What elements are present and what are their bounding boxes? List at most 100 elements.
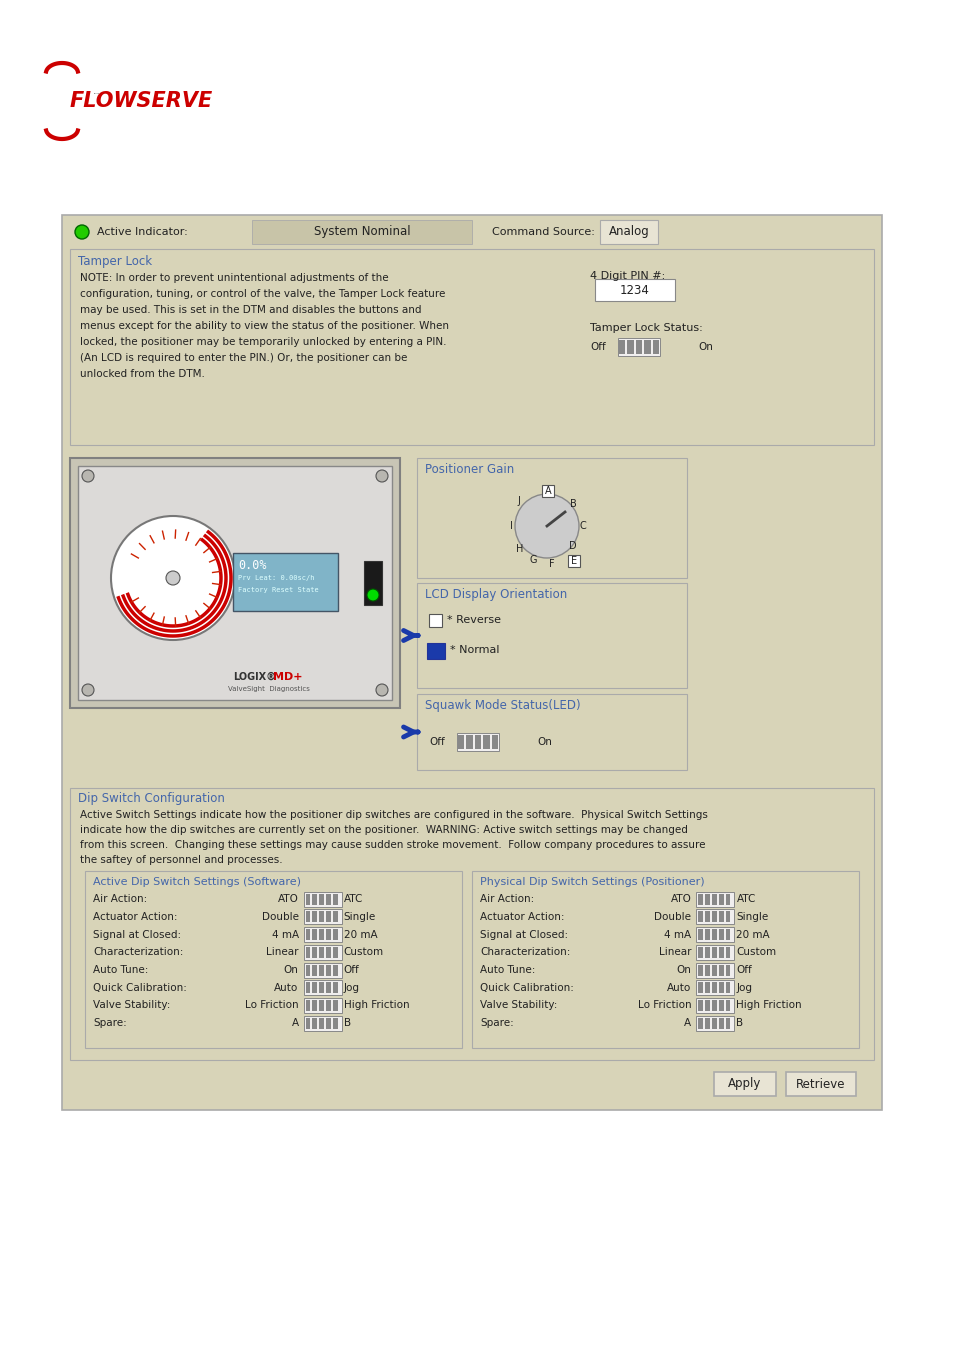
Text: Command Source:: Command Source: xyxy=(492,227,595,236)
Bar xyxy=(698,1000,702,1011)
Text: Signal at Closed:: Signal at Closed: xyxy=(92,929,181,939)
Text: High Friction: High Friction xyxy=(736,1001,801,1011)
Bar xyxy=(70,249,873,444)
Bar xyxy=(725,982,730,993)
Text: Tamper Lock Status:: Tamper Lock Status: xyxy=(589,323,702,332)
Text: Apply: Apply xyxy=(727,1078,760,1090)
Bar xyxy=(252,220,472,245)
Text: C: C xyxy=(579,521,586,531)
Text: 1234: 1234 xyxy=(619,284,649,296)
Bar xyxy=(303,909,341,924)
Text: Double: Double xyxy=(654,912,691,921)
Text: menus except for the ability to view the status of the positioner. When: menus except for the ability to view the… xyxy=(80,322,449,331)
Text: Off: Off xyxy=(343,965,359,975)
Bar xyxy=(696,962,734,978)
Bar xyxy=(725,1017,730,1028)
Bar xyxy=(70,788,873,1061)
Bar xyxy=(704,893,709,905)
Bar xyxy=(333,965,337,975)
Text: FLOWSERVE: FLOWSERVE xyxy=(70,91,213,111)
Bar xyxy=(711,1000,716,1011)
Bar xyxy=(303,1016,341,1031)
Text: A: A xyxy=(544,486,551,496)
Text: Lo Friction: Lo Friction xyxy=(245,1001,298,1011)
Bar xyxy=(698,982,702,993)
Bar xyxy=(233,553,337,611)
Bar xyxy=(303,927,341,942)
Text: unlocked from the DTM.: unlocked from the DTM. xyxy=(80,369,205,380)
Bar xyxy=(78,466,392,700)
Circle shape xyxy=(367,589,378,601)
Bar xyxy=(785,1071,855,1096)
Text: Double: Double xyxy=(261,912,298,921)
Text: E: E xyxy=(570,557,577,566)
Bar xyxy=(305,1000,310,1011)
Text: A: A xyxy=(292,1019,298,1028)
Bar xyxy=(698,929,702,940)
Text: Squawk Mode Status(LED): Squawk Mode Status(LED) xyxy=(424,698,580,712)
Bar xyxy=(313,947,317,958)
Bar xyxy=(326,965,331,975)
Text: On: On xyxy=(537,738,551,747)
Bar xyxy=(313,1017,317,1028)
Text: Positioner Gain: Positioner Gain xyxy=(424,463,514,476)
Text: Auto Tune:: Auto Tune: xyxy=(479,965,535,975)
Bar xyxy=(696,998,734,1013)
Bar xyxy=(704,912,709,923)
Text: H: H xyxy=(516,544,523,554)
Bar xyxy=(326,893,331,905)
Text: may be used. This is set in the DTM and disables the buttons and: may be used. This is set in the DTM and … xyxy=(80,305,421,315)
Bar xyxy=(326,1000,331,1011)
Bar xyxy=(696,1016,734,1031)
Text: Off: Off xyxy=(736,965,751,975)
Text: 0.0%: 0.0% xyxy=(237,559,266,571)
Bar xyxy=(416,694,686,770)
Bar xyxy=(725,947,730,958)
Bar xyxy=(635,340,641,354)
Text: ATO: ATO xyxy=(670,894,691,904)
Text: (An LCD is required to enter the PIN.) Or, the positioner can be: (An LCD is required to enter the PIN.) O… xyxy=(80,353,407,363)
Text: A: A xyxy=(683,1019,691,1028)
Bar xyxy=(333,912,337,923)
Bar xyxy=(333,893,337,905)
Text: Single: Single xyxy=(736,912,768,921)
Bar xyxy=(599,220,658,245)
Bar xyxy=(698,1017,702,1028)
Text: Characterization:: Characterization: xyxy=(479,947,570,958)
Bar xyxy=(319,947,324,958)
Bar xyxy=(711,912,716,923)
Text: MD+: MD+ xyxy=(273,671,302,682)
Text: Valve Stability:: Valve Stability: xyxy=(479,1001,557,1011)
Bar xyxy=(429,613,441,627)
Bar xyxy=(696,892,734,907)
Circle shape xyxy=(82,684,94,696)
Bar xyxy=(704,982,709,993)
Text: Factory Reset State: Factory Reset State xyxy=(237,586,318,593)
Text: Characterization:: Characterization: xyxy=(92,947,183,958)
Bar xyxy=(711,929,716,940)
Circle shape xyxy=(515,494,578,558)
Bar xyxy=(719,1000,723,1011)
Bar xyxy=(305,893,310,905)
Text: Physical Dip Switch Settings (Positioner): Physical Dip Switch Settings (Positioner… xyxy=(479,877,704,888)
Circle shape xyxy=(111,516,234,640)
Bar xyxy=(319,965,324,975)
Text: Dip Switch Configuration: Dip Switch Configuration xyxy=(78,792,225,805)
Bar xyxy=(704,1017,709,1028)
Text: Actuator Action:: Actuator Action: xyxy=(479,912,564,921)
Text: Auto: Auto xyxy=(274,982,298,993)
Text: Air Action:: Air Action: xyxy=(92,894,147,904)
Text: Actuator Action:: Actuator Action: xyxy=(92,912,177,921)
Bar xyxy=(725,1000,730,1011)
Bar xyxy=(711,893,716,905)
Bar xyxy=(319,893,324,905)
Bar xyxy=(541,485,554,497)
Bar xyxy=(427,643,444,659)
Text: 4 mA: 4 mA xyxy=(663,929,691,939)
Bar xyxy=(305,982,310,993)
Text: from this screen.  Changing these settings may cause sudden stroke movement.  Fo: from this screen. Changing these setting… xyxy=(80,840,705,850)
Text: D: D xyxy=(569,540,577,551)
Bar xyxy=(326,982,331,993)
Bar xyxy=(711,965,716,975)
Bar xyxy=(475,735,480,748)
